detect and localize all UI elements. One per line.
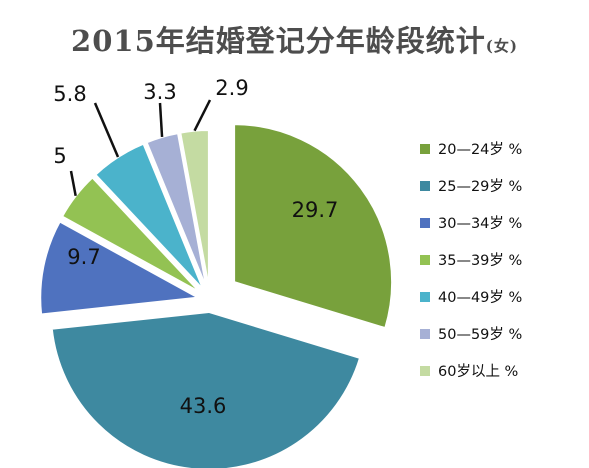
pie-slice [145,131,208,289]
legend-item: 50—59岁 % [420,315,522,352]
pie-slice [39,220,202,316]
legend-swatch [420,143,430,154]
legend-label: 30—34岁 % [438,216,523,232]
data-label: 2.9 [215,76,248,100]
legend: 20—24岁 % 25—29岁 % 30—34岁 % 35—39岁 % 40—49岁 %… [420,130,522,389]
legend-label: 60岁以上 % [438,364,519,380]
legend-item: 30—34岁 % [420,204,522,241]
legend-swatch [420,254,430,265]
legend-item: 60岁以上 % [420,352,522,389]
legend-item: 35—39岁 % [420,241,522,278]
leader-line [158,102,164,137]
legend-label: 40—49岁 % [438,290,523,306]
legend-swatch [420,180,430,191]
legend-label: 25—29岁 % [438,179,523,195]
legend-label: 50—59岁 % [438,327,523,343]
legend-item: 40—49岁 % [420,278,522,315]
chart-title-suffix: (女) [485,37,518,55]
data-label: 9.7 [67,245,100,269]
pie-slice [60,176,202,294]
data-label: 5.8 [53,82,86,106]
legend-swatch [420,291,430,302]
legend-swatch [420,328,430,339]
legend-item: 25—29岁 % [420,167,522,204]
legend-item: 20—24岁 % [420,130,522,167]
legend-label: 20—24岁 % [438,142,523,158]
data-label: 3.3 [143,80,176,104]
legend-label: 35—39岁 % [438,253,523,269]
chart-title-main: 2015年结婚登记分年龄段统计 [71,24,486,58]
pie-slice [50,310,362,468]
data-label: 5 [53,144,66,168]
legend-swatch [420,365,430,376]
pie-slice [233,123,394,330]
leader-line [93,102,120,158]
chart-title: 2015年结婚登记分年龄段统计(女) [0,18,589,60]
data-label: 29.7 [292,198,339,222]
leader-line [69,170,77,197]
data-label: 43.6 [180,394,227,418]
legend-swatch [420,217,430,228]
leader-line [193,99,212,132]
